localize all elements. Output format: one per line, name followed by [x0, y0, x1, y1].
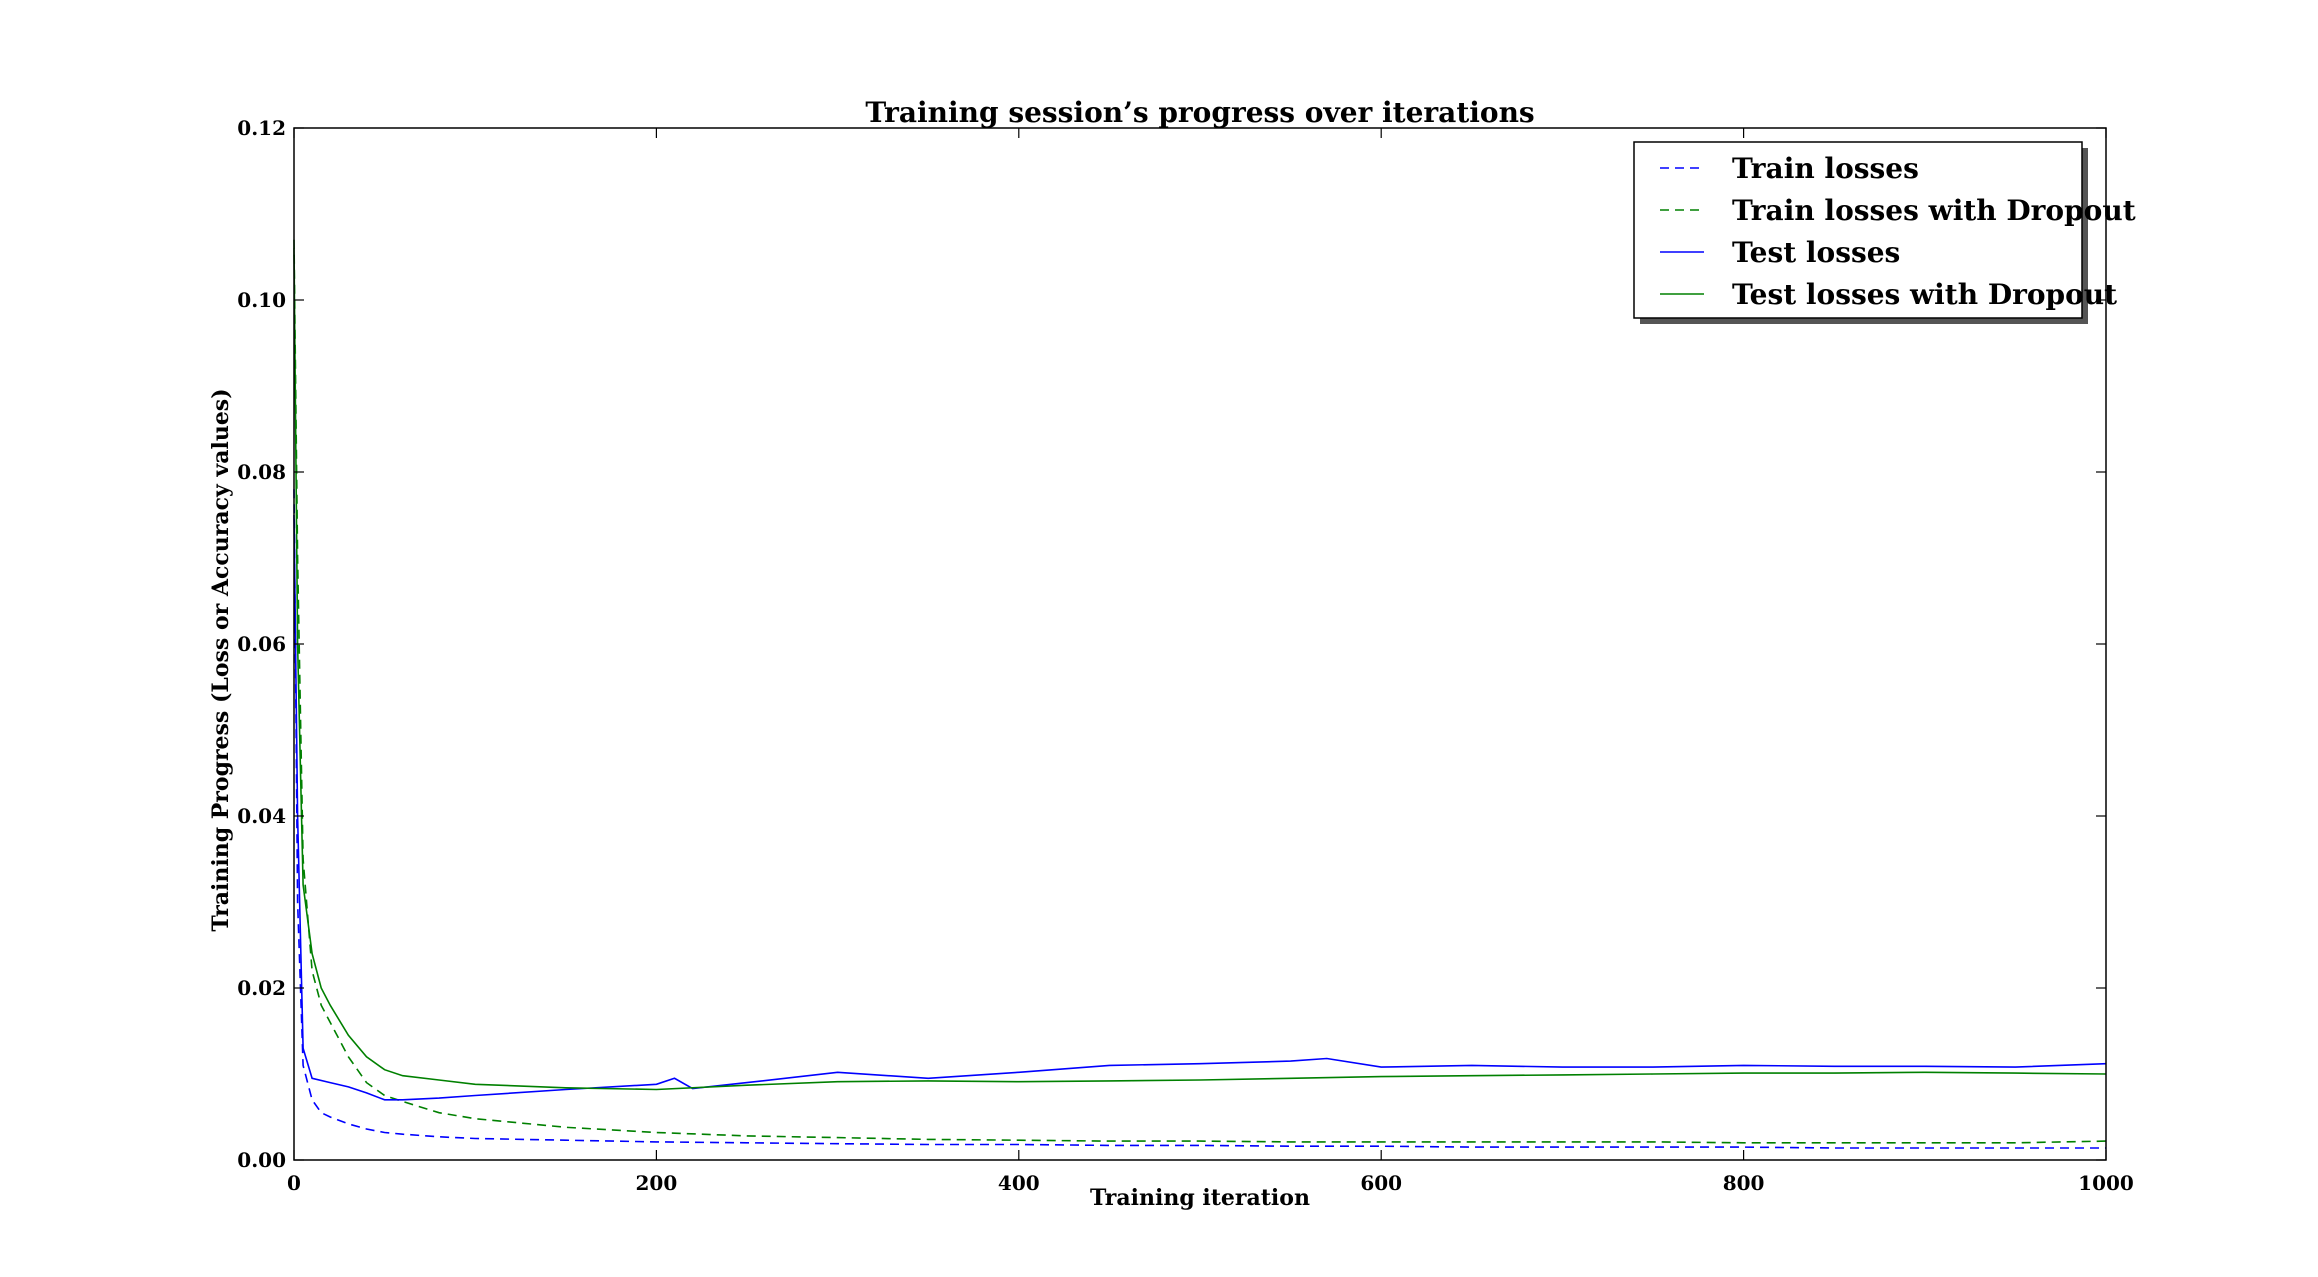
x-axis-title: Training iteration [1090, 1185, 1310, 1211]
legend: Train losses Train losses with Dropout Tes… [1633, 141, 2136, 324]
series-line-4 [293, 248, 2107, 1091]
x-tick-label: 800 [1723, 1171, 1765, 1195]
legend-label-1: Train losses [1732, 152, 1919, 185]
legend-items: Train losses Train losses with Dropout Tes… [1660, 152, 2136, 311]
y-axis-title: Training Progress (Loss or Accuracy valu… [208, 388, 234, 931]
chart-title: Training session’s progress over iterati… [865, 96, 1534, 129]
x-tick-label: 1000 [2078, 1171, 2134, 1195]
y-tick-label: 0.10 [237, 288, 286, 312]
series-line-3 [293, 514, 2107, 1101]
y-tick-label: 0.02 [237, 976, 286, 1000]
x-tick-label: 400 [998, 1171, 1040, 1195]
legend-label-3: Test losses [1732, 236, 1900, 269]
y-tick-label: 0.12 [237, 116, 286, 140]
legend-label-4: Test losses with Dropout [1732, 278, 2117, 311]
series-line-1 [293, 489, 2106, 1149]
ticks-layer: 0 200 400 600 800 1000 0.00 0.02 0.04 0.06 0.08 0.1… [237, 116, 2134, 1195]
legend-label-2: Train losses with Dropout [1732, 194, 2136, 227]
y-tick-label: 0.06 [237, 632, 286, 656]
y-tick-label: 0.08 [237, 460, 286, 484]
x-tick-label: 0 [287, 1171, 301, 1195]
series-line-2 [293, 239, 2107, 1144]
y-tick-label: 0.04 [237, 804, 286, 828]
x-tick-label: 200 [636, 1171, 678, 1195]
legend-box [1633, 141, 2083, 319]
plot-area-frame [293, 127, 2107, 1161]
y-tick-label: 0.00 [237, 1148, 286, 1172]
series-layer [293, 239, 2107, 1149]
x-tick-label: 600 [1360, 1171, 1402, 1195]
